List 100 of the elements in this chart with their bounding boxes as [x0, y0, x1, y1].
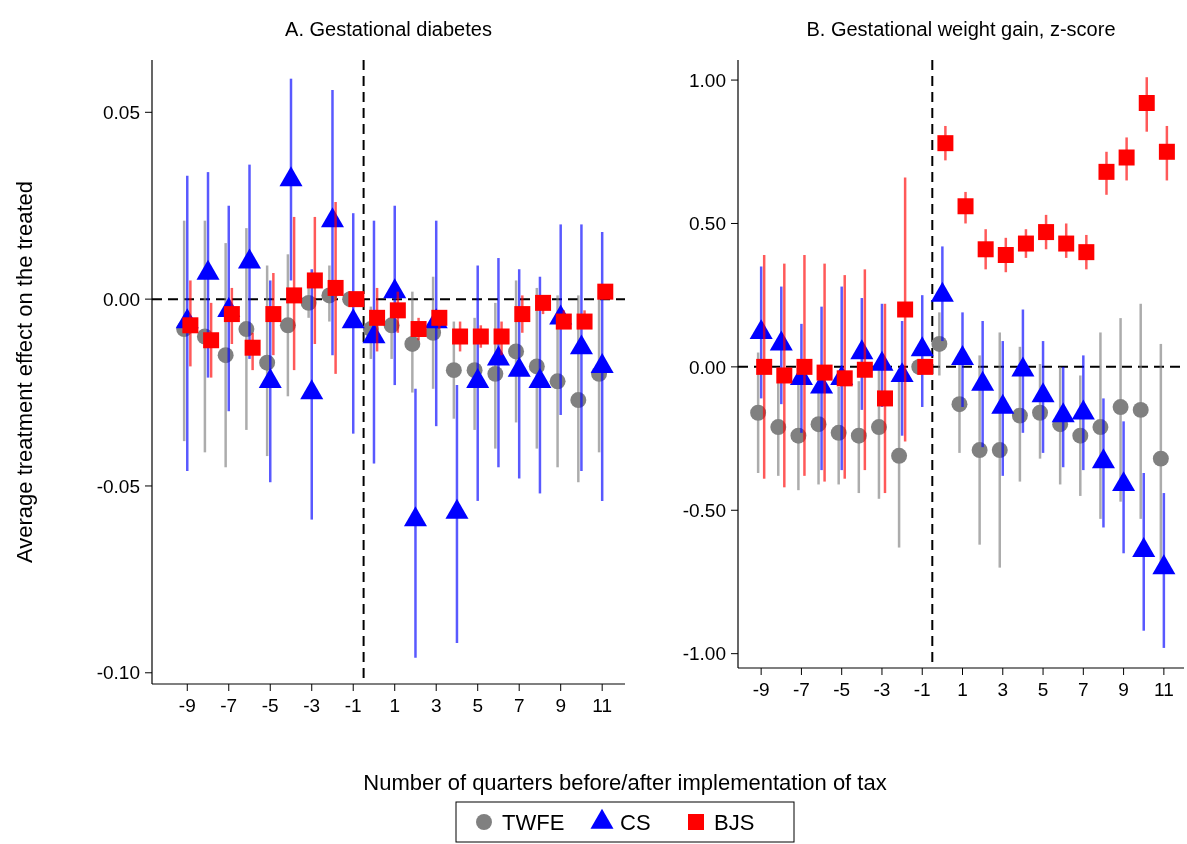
point	[265, 306, 282, 323]
x-tick-label: -3	[873, 679, 891, 700]
point	[306, 272, 323, 289]
point	[810, 416, 827, 433]
point	[238, 321, 255, 337]
point	[389, 302, 406, 319]
legend-label: CS	[620, 809, 651, 835]
point	[897, 301, 914, 318]
x-tick-label: 3	[997, 679, 1009, 700]
y-axis-title: Average treatment effect on the treated	[12, 181, 37, 563]
x-tick-label: -7	[220, 695, 238, 716]
x-tick-label: 3	[430, 695, 442, 716]
x-tick-label: 5	[472, 695, 483, 716]
point	[876, 390, 893, 407]
point	[1017, 235, 1034, 252]
point	[750, 404, 767, 421]
point	[452, 328, 469, 345]
x-tick-label: 9	[555, 695, 566, 716]
point	[917, 358, 934, 375]
x-tick-label: 1	[957, 679, 968, 700]
point	[549, 373, 566, 390]
point	[1092, 419, 1109, 436]
point	[1011, 407, 1028, 424]
point	[850, 427, 867, 444]
point	[830, 424, 847, 441]
x-tick-label: -9	[752, 679, 770, 700]
x-axis-title: Number of quarters before/after implementation of tax	[363, 770, 887, 795]
point	[217, 347, 234, 364]
point	[1072, 427, 1089, 444]
x-tick-label: 7	[513, 695, 525, 716]
point	[776, 367, 793, 384]
point	[1138, 95, 1155, 112]
x-tick-label: 11	[1154, 679, 1174, 700]
y-tick-label: -0.10	[96, 662, 140, 684]
point	[816, 364, 833, 381]
x-tick-label: 1	[389, 695, 401, 716]
point	[570, 392, 587, 408]
y-tick-label: 0.00	[103, 288, 140, 310]
x-tick-label: 11	[592, 695, 613, 716]
point	[796, 358, 813, 375]
point	[597, 283, 614, 300]
x-tick-label: -1	[344, 695, 362, 716]
y-tick-label: 0.50	[689, 213, 726, 235]
y-tick-label: 1.00	[689, 69, 726, 91]
point	[348, 291, 365, 308]
point	[535, 294, 552, 311]
point	[472, 328, 489, 345]
point	[971, 442, 988, 458]
x-tick-label: 7	[1078, 679, 1089, 700]
y-tick-label: -0.50	[682, 499, 726, 521]
point	[203, 332, 220, 349]
point	[937, 135, 954, 152]
point	[493, 328, 510, 345]
point	[891, 447, 908, 464]
point	[1078, 244, 1095, 261]
legend-label: TWFE	[502, 809, 565, 835]
point	[1118, 149, 1135, 166]
y-tick-label: -0.05	[96, 475, 140, 497]
point	[1098, 163, 1115, 180]
point	[576, 313, 593, 330]
point	[279, 317, 296, 334]
point	[770, 419, 787, 436]
point	[514, 306, 531, 323]
point	[327, 279, 344, 296]
y-tick-label: -1.00	[682, 643, 726, 665]
x-tick-label: -9	[178, 695, 196, 716]
point	[259, 354, 276, 371]
point	[404, 336, 421, 352]
point	[1152, 450, 1169, 467]
y-tick-label: 0.00	[689, 356, 726, 378]
point	[870, 419, 887, 436]
x-tick-label: -1	[913, 679, 931, 700]
y-tick-label: 0.05	[103, 101, 140, 123]
point	[445, 362, 462, 379]
point	[1058, 235, 1075, 252]
point	[977, 241, 994, 258]
point	[528, 358, 545, 375]
point	[997, 247, 1014, 264]
point	[244, 339, 261, 356]
point	[286, 287, 303, 304]
chart-title: A. Gestational diabetes	[285, 18, 492, 40]
x-tick-label: 9	[1118, 679, 1129, 700]
point	[790, 427, 807, 444]
point	[951, 396, 968, 413]
x-tick-label: 5	[1037, 679, 1049, 700]
point	[1158, 143, 1175, 160]
point	[991, 442, 1008, 458]
point	[1038, 224, 1055, 241]
chart-title: B. Gestational weight gain, z-score	[806, 18, 1116, 40]
x-tick-label: -3	[303, 695, 321, 716]
point	[756, 358, 773, 375]
point	[383, 317, 400, 334]
point	[300, 294, 317, 311]
point	[487, 365, 504, 382]
legend-label: BJS	[714, 809, 755, 835]
point	[1032, 404, 1049, 421]
point	[931, 335, 948, 352]
x-tick-label: -7	[792, 679, 810, 700]
x-tick-label: -5	[833, 679, 851, 700]
point	[410, 321, 427, 338]
